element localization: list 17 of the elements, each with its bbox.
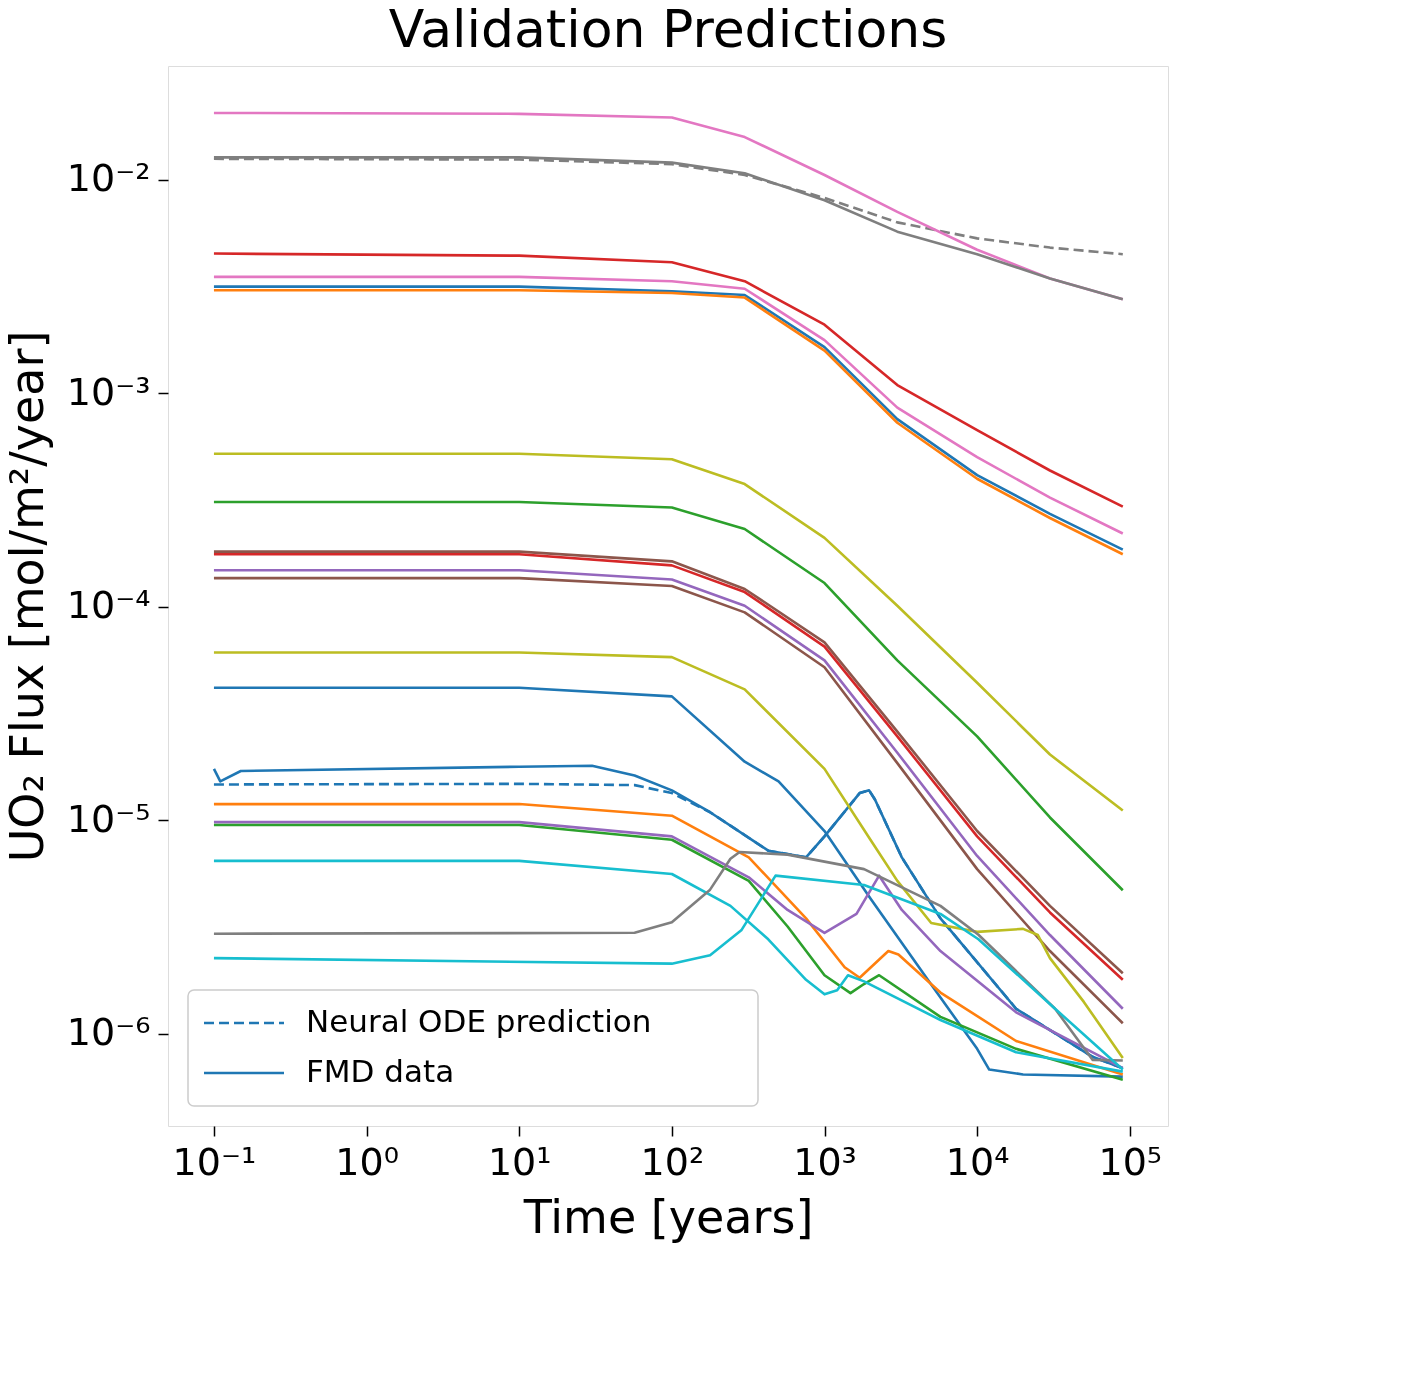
y-tick-label: 10⁻³ [66, 369, 151, 414]
x-tick-label: 10¹ [487, 1139, 552, 1184]
y-tick-label: 10⁻⁵ [66, 796, 151, 841]
x-tick-label: 10³ [793, 1139, 857, 1184]
y-tick-label: 10⁻⁶ [66, 1010, 151, 1055]
y-tick-label: 10⁻⁴ [66, 583, 151, 628]
x-axis-title: Time [years] [522, 1189, 814, 1244]
x-tick-label: 10⁵ [1098, 1139, 1163, 1184]
legend-label: FMD data [306, 1053, 455, 1089]
legend-label: Neural ODE prediction [306, 1003, 652, 1039]
x-tick-label: 10⁴ [945, 1139, 1010, 1184]
x-tick-label: 10⁰ [335, 1139, 399, 1184]
x-tick-label: 10⁻¹ [172, 1139, 257, 1184]
y-axis-title: UO₂ Flux [mol/m²/year] [0, 330, 54, 863]
x-tick-label: 10² [640, 1139, 705, 1184]
chart-title: Validation Predictions [388, 0, 948, 59]
y-tick-label: 10⁻² [66, 156, 151, 201]
